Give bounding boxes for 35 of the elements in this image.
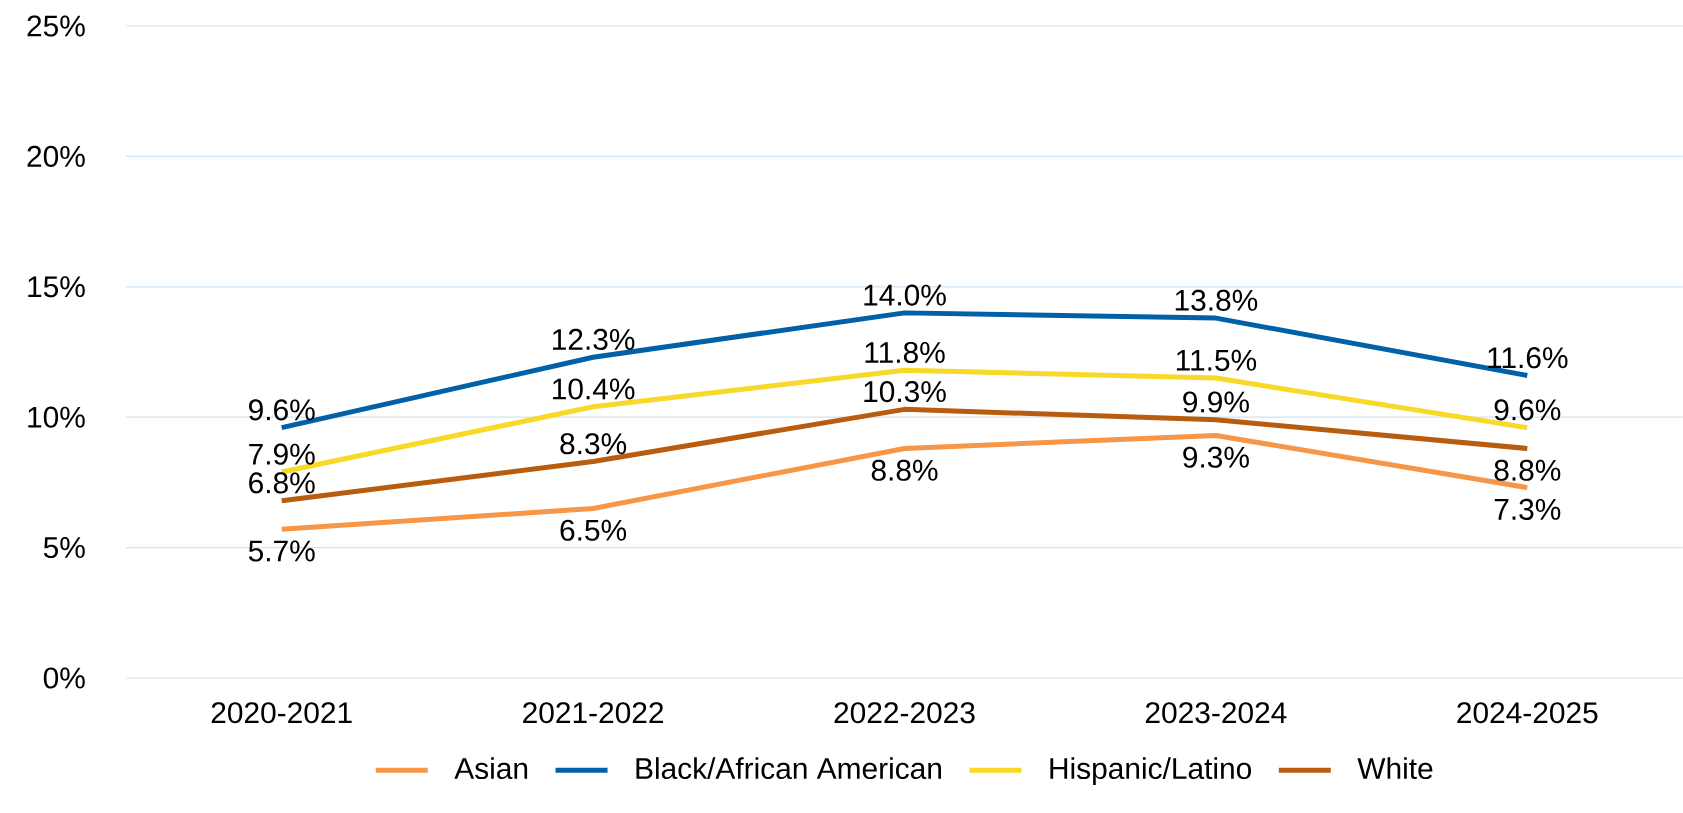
y-tick-label: 5% [43, 537, 85, 559]
data-label: 11.5% [1176, 349, 1257, 371]
data-label: 8.8% [871, 459, 938, 481]
data-label: 8.3% [560, 433, 627, 455]
legend-label: Black/African American [636, 757, 941, 780]
data-label: 14.0% [864, 284, 946, 306]
x-tick-label: 2022-2023 [834, 702, 975, 724]
data-label: 13.8% [1175, 289, 1258, 311]
data-label: 6.8% [249, 472, 315, 494]
y-tick-label: 25% [27, 15, 85, 37]
data-label: 9.6% [1494, 399, 1561, 421]
x-tick-label: 2023-2024 [1145, 702, 1287, 724]
data-label: 10.3% [864, 381, 946, 403]
y-tick-label: 15% [28, 276, 85, 298]
y-tick-label: 0% [43, 667, 85, 689]
y-tick-label: 10% [28, 406, 85, 428]
data-label: 9.3% [1183, 446, 1249, 468]
data-label: 9.6% [249, 399, 315, 421]
legend-label: Asian [454, 757, 528, 780]
x-tick-label: 2021-2022 [523, 702, 664, 724]
legend-label: Hispanic/Latino [1050, 757, 1252, 786]
legend-label: White [1357, 757, 1433, 780]
data-label: 8.8% [1494, 459, 1561, 481]
x-tick-label: 2020-2021 [211, 702, 352, 724]
data-label: 12.3% [553, 328, 635, 351]
data-label: 11.8% [865, 341, 945, 364]
data-label: 5.7% [248, 540, 315, 562]
data-label: 11.6% [1488, 347, 1568, 369]
data-label: 7.9% [249, 443, 315, 465]
data-label: 6.5% [560, 519, 627, 541]
x-tick-label: 2024-2025 [1457, 702, 1598, 724]
data-label: 9.9% [1183, 391, 1249, 413]
data-label: 7.3% [1494, 498, 1561, 520]
data-label: 10.4% [553, 378, 635, 400]
y-tick-label: 20% [27, 145, 85, 167]
